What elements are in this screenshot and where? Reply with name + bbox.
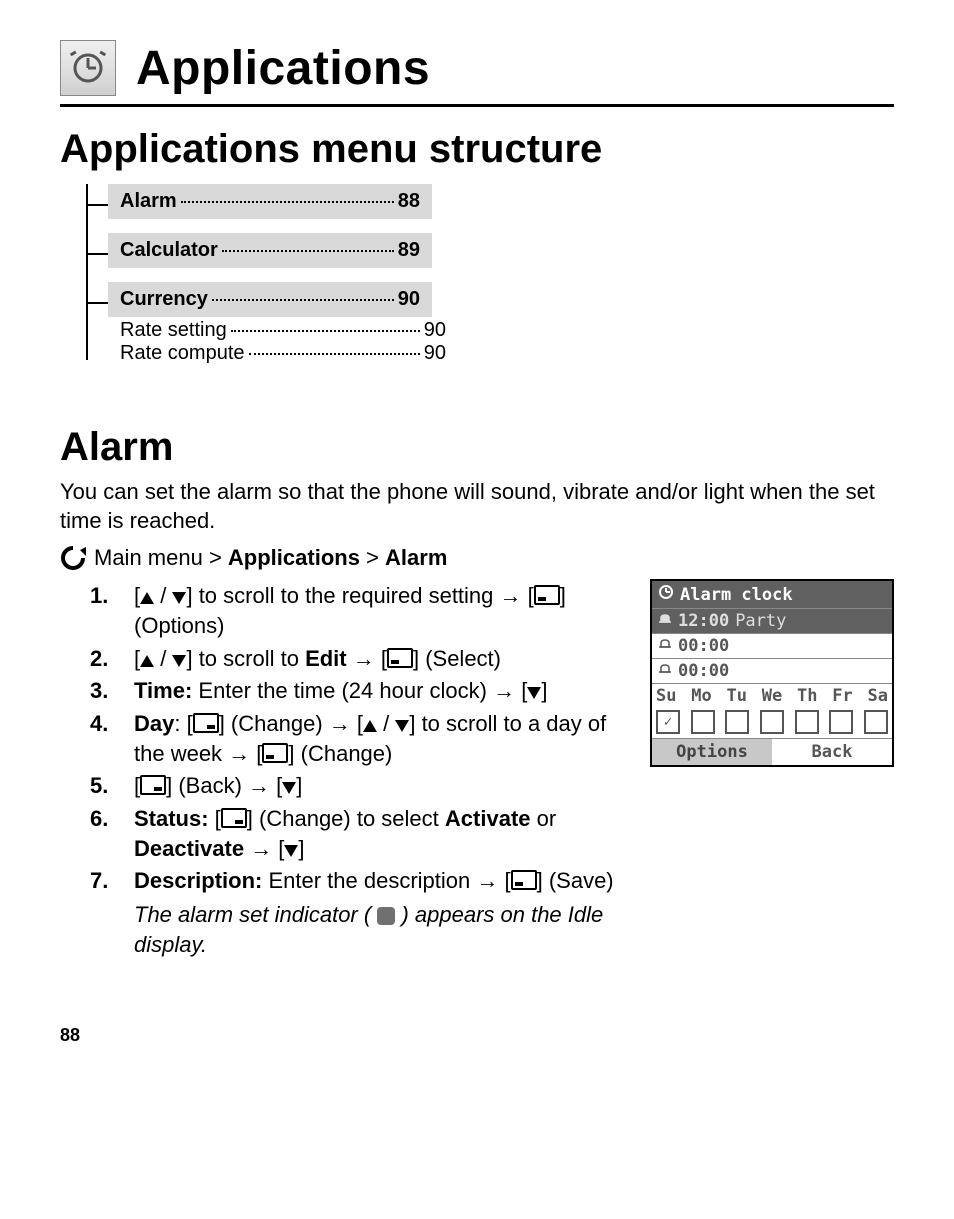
goto-arrow-icon xyxy=(60,545,86,571)
section-title: Applications menu structure xyxy=(60,127,894,172)
applications-icon xyxy=(60,40,116,96)
bell-icon xyxy=(658,611,672,631)
down-triangle-icon xyxy=(282,782,296,794)
step-6: Status: [] (Change) to select Activate o… xyxy=(90,804,632,863)
right-softkey-icon xyxy=(221,808,247,828)
menu-label: Alarm xyxy=(120,190,177,213)
phone-alarm-row: 00:00 xyxy=(652,633,892,658)
right-softkey-icon xyxy=(193,713,219,733)
breadcrumb: Main menu > Applications > Alarm xyxy=(60,545,894,571)
menu-tree: Alarm 88 Calculator 89 Currency 90 R xyxy=(86,184,894,365)
up-triangle-icon xyxy=(140,592,154,604)
down-triangle-icon xyxy=(527,687,541,699)
phone-softkeys: Options Back xyxy=(652,738,892,765)
menu-item-currency: Currency 90 xyxy=(108,282,432,317)
alarm-indicator-icon xyxy=(377,907,395,925)
submenu-label: Rate compute xyxy=(120,342,245,365)
submenu-rate-compute: Rate compute 90 xyxy=(120,342,446,365)
menu-page: 88 xyxy=(398,190,420,213)
step-7: Description: Enter the description → [] … xyxy=(90,866,632,959)
phone-soft-left: Options xyxy=(652,739,772,765)
phone-day-checkbox xyxy=(760,710,784,734)
submenu-rate-setting: Rate setting 90 xyxy=(120,319,446,342)
menu-label: Calculator xyxy=(120,239,218,262)
left-softkey-icon xyxy=(511,870,537,890)
bell-icon xyxy=(658,636,672,656)
phone-day-label: Fr xyxy=(832,686,852,706)
left-softkey-icon xyxy=(534,585,560,605)
down-triangle-icon xyxy=(172,655,186,667)
down-triangle-icon xyxy=(172,592,186,604)
phone-day-label: Mo xyxy=(691,686,711,706)
step-2: [ / ] to scroll to Edit → [] (Select) xyxy=(90,644,632,674)
phone-days-row: Su Mo Tu We Th Fr Sa xyxy=(652,683,892,708)
left-softkey-icon xyxy=(262,743,288,763)
right-softkey-icon xyxy=(140,775,166,795)
phone-day-label: We xyxy=(762,686,782,706)
phone-day-checkbox xyxy=(829,710,853,734)
breadcrumb-text: Main menu > Applications > Alarm xyxy=(94,545,447,571)
alarm-intro: You can set the alarm so that the phone … xyxy=(60,478,894,535)
bell-icon xyxy=(658,661,672,681)
alarm-heading: Alarm xyxy=(60,425,894,470)
phone-soft-right: Back xyxy=(772,739,892,765)
up-triangle-icon xyxy=(363,720,377,732)
phone-alarm-row: 00:00 xyxy=(652,658,892,683)
left-softkey-icon xyxy=(387,648,413,668)
menu-page: 90 xyxy=(398,288,420,311)
phone-title-bar: Alarm clock xyxy=(652,581,892,608)
step-4: Day: [] (Change) → [ / ] to scroll to a … xyxy=(90,709,632,768)
chapter-title: Applications xyxy=(136,41,430,96)
up-triangle-icon xyxy=(140,655,154,667)
phone-day-checkbox xyxy=(795,710,819,734)
phone-checks-row: ✓ xyxy=(652,708,892,738)
menu-item-alarm: Alarm 88 xyxy=(108,184,432,219)
menu-item-calculator: Calculator 89 xyxy=(108,233,432,268)
submenu-page: 90 xyxy=(424,342,446,365)
phone-day-checkbox: ✓ xyxy=(656,710,680,734)
phone-day-checkbox xyxy=(691,710,715,734)
down-triangle-icon xyxy=(284,845,298,857)
steps-list: [ / ] to scroll to the required setting … xyxy=(90,581,632,959)
menu-label: Currency xyxy=(120,288,208,311)
phone-screenshot: Alarm clock 12:00 Party00:00 00:00 SuMoT… xyxy=(650,579,894,767)
phone-day-checkbox xyxy=(864,710,888,734)
phone-alarm-row: 12:00 Party xyxy=(652,608,892,633)
phone-title: Alarm clock xyxy=(680,585,793,605)
phone-day-label: Tu xyxy=(727,686,747,706)
submenu-label: Rate setting xyxy=(120,319,227,342)
alarm-title-icon xyxy=(658,584,674,605)
phone-day-label: Sa xyxy=(868,686,888,706)
step-3: Time: Enter the time (24 hour clock) → [… xyxy=(90,676,632,706)
phone-day-label: Su xyxy=(656,686,676,706)
menu-page: 89 xyxy=(398,239,420,262)
page-number: 88 xyxy=(60,1025,894,1046)
submenu-page: 90 xyxy=(424,319,446,342)
header-divider xyxy=(60,104,894,107)
phone-day-label: Th xyxy=(797,686,817,706)
step-5: [] (Back) → [] xyxy=(90,771,632,801)
down-triangle-icon xyxy=(395,720,409,732)
step-1: [ / ] to scroll to the required setting … xyxy=(90,581,632,640)
phone-day-checkbox xyxy=(725,710,749,734)
